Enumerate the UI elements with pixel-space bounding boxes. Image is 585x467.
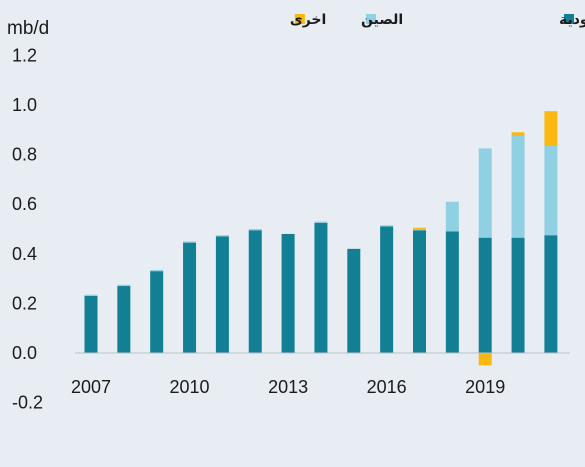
bar-segment-2019-s0 <box>478 237 492 353</box>
x-tick-label: 2010 <box>170 377 210 397</box>
y-tick-label: 0.2 <box>12 293 37 313</box>
bar-segment-2011-s0 <box>215 236 229 353</box>
bar-segment-2014-s1 <box>314 221 328 223</box>
bar-segment-2009-s1 <box>150 269 164 272</box>
legend-label-1: الصين <box>361 12 403 28</box>
bar-segment-2007-s0 <box>84 295 98 353</box>
bar-segment-2017-s2 <box>413 227 426 229</box>
bar-segment-2017-s1 <box>413 229 426 231</box>
x-tick-label: 2019 <box>465 377 505 397</box>
legend-label-0: المملكة العربية السعودية <box>559 12 585 28</box>
bar-segment-2018-s1 <box>445 201 459 232</box>
y-axis-ticks: 1.2 1.0 0.8 0.6 0.4 0.2 0.0 -0.2 <box>12 45 43 412</box>
legend-swatch-2 <box>294 14 305 24</box>
y-tick-label: 0.6 <box>12 194 37 214</box>
bar-segment-2008-s0 <box>117 286 131 353</box>
bar-segment-2010-s0 <box>183 242 197 353</box>
bar-segment-2018-s0 <box>445 231 459 353</box>
bar-segment-2019-s1 <box>478 148 492 238</box>
bar-segment-2010-s1 <box>183 241 197 243</box>
bar-segment-2020-s2 <box>511 132 525 136</box>
bar-segment-2020-s1 <box>511 136 525 238</box>
bar-segment-2011-s1 <box>215 235 229 237</box>
bar-segment-2014-s0 <box>314 222 328 353</box>
bar-segment-2019-s2 <box>478 353 492 366</box>
x-tick-label: 2016 <box>367 377 407 397</box>
legend: المملكة العربية السعودية الصين اخرى <box>290 12 585 28</box>
bar-segment-2016-s1 <box>380 225 394 227</box>
legend-label-2: اخرى <box>290 12 326 28</box>
legend-swatch-0 <box>564 14 574 24</box>
bar-segment-2020-s0 <box>511 237 525 353</box>
bar-segment-2012-s0 <box>248 230 262 353</box>
x-tick-label: 2007 <box>71 377 111 397</box>
bar-segment-2013-s0 <box>281 233 295 353</box>
legend-swatch-1 <box>366 14 377 24</box>
bars <box>84 111 558 366</box>
y-tick-label: 0.4 <box>12 244 37 264</box>
bar-segment-2009-s0 <box>150 271 164 353</box>
bar-segment-2008-s1 <box>117 284 131 287</box>
bar-segment-2015-s0 <box>347 248 361 353</box>
bar-segment-2021-s0 <box>544 235 558 353</box>
bar-segment-2021-s1 <box>544 145 558 236</box>
y-tick-label: -0.2 <box>12 393 43 413</box>
y-tick-label: 0.0 <box>12 343 37 363</box>
bar-segment-2017-s0 <box>413 230 426 353</box>
bar-segment-2016-s0 <box>380 226 394 353</box>
bar-segment-2007-s1 <box>84 294 98 296</box>
y-tick-label: 1.2 <box>12 45 37 65</box>
y-tick-label: 0.8 <box>12 145 37 165</box>
x-tick-label: 2013 <box>268 377 308 397</box>
bar-segment-2021-s2 <box>544 111 558 146</box>
bar-segment-2012-s1 <box>248 229 262 231</box>
x-axis-ticks: 2007 2010 2013 2016 2019 <box>71 377 505 397</box>
y-tick-label: 1.0 <box>12 95 37 115</box>
y-axis-unit: mb/d <box>7 18 49 39</box>
